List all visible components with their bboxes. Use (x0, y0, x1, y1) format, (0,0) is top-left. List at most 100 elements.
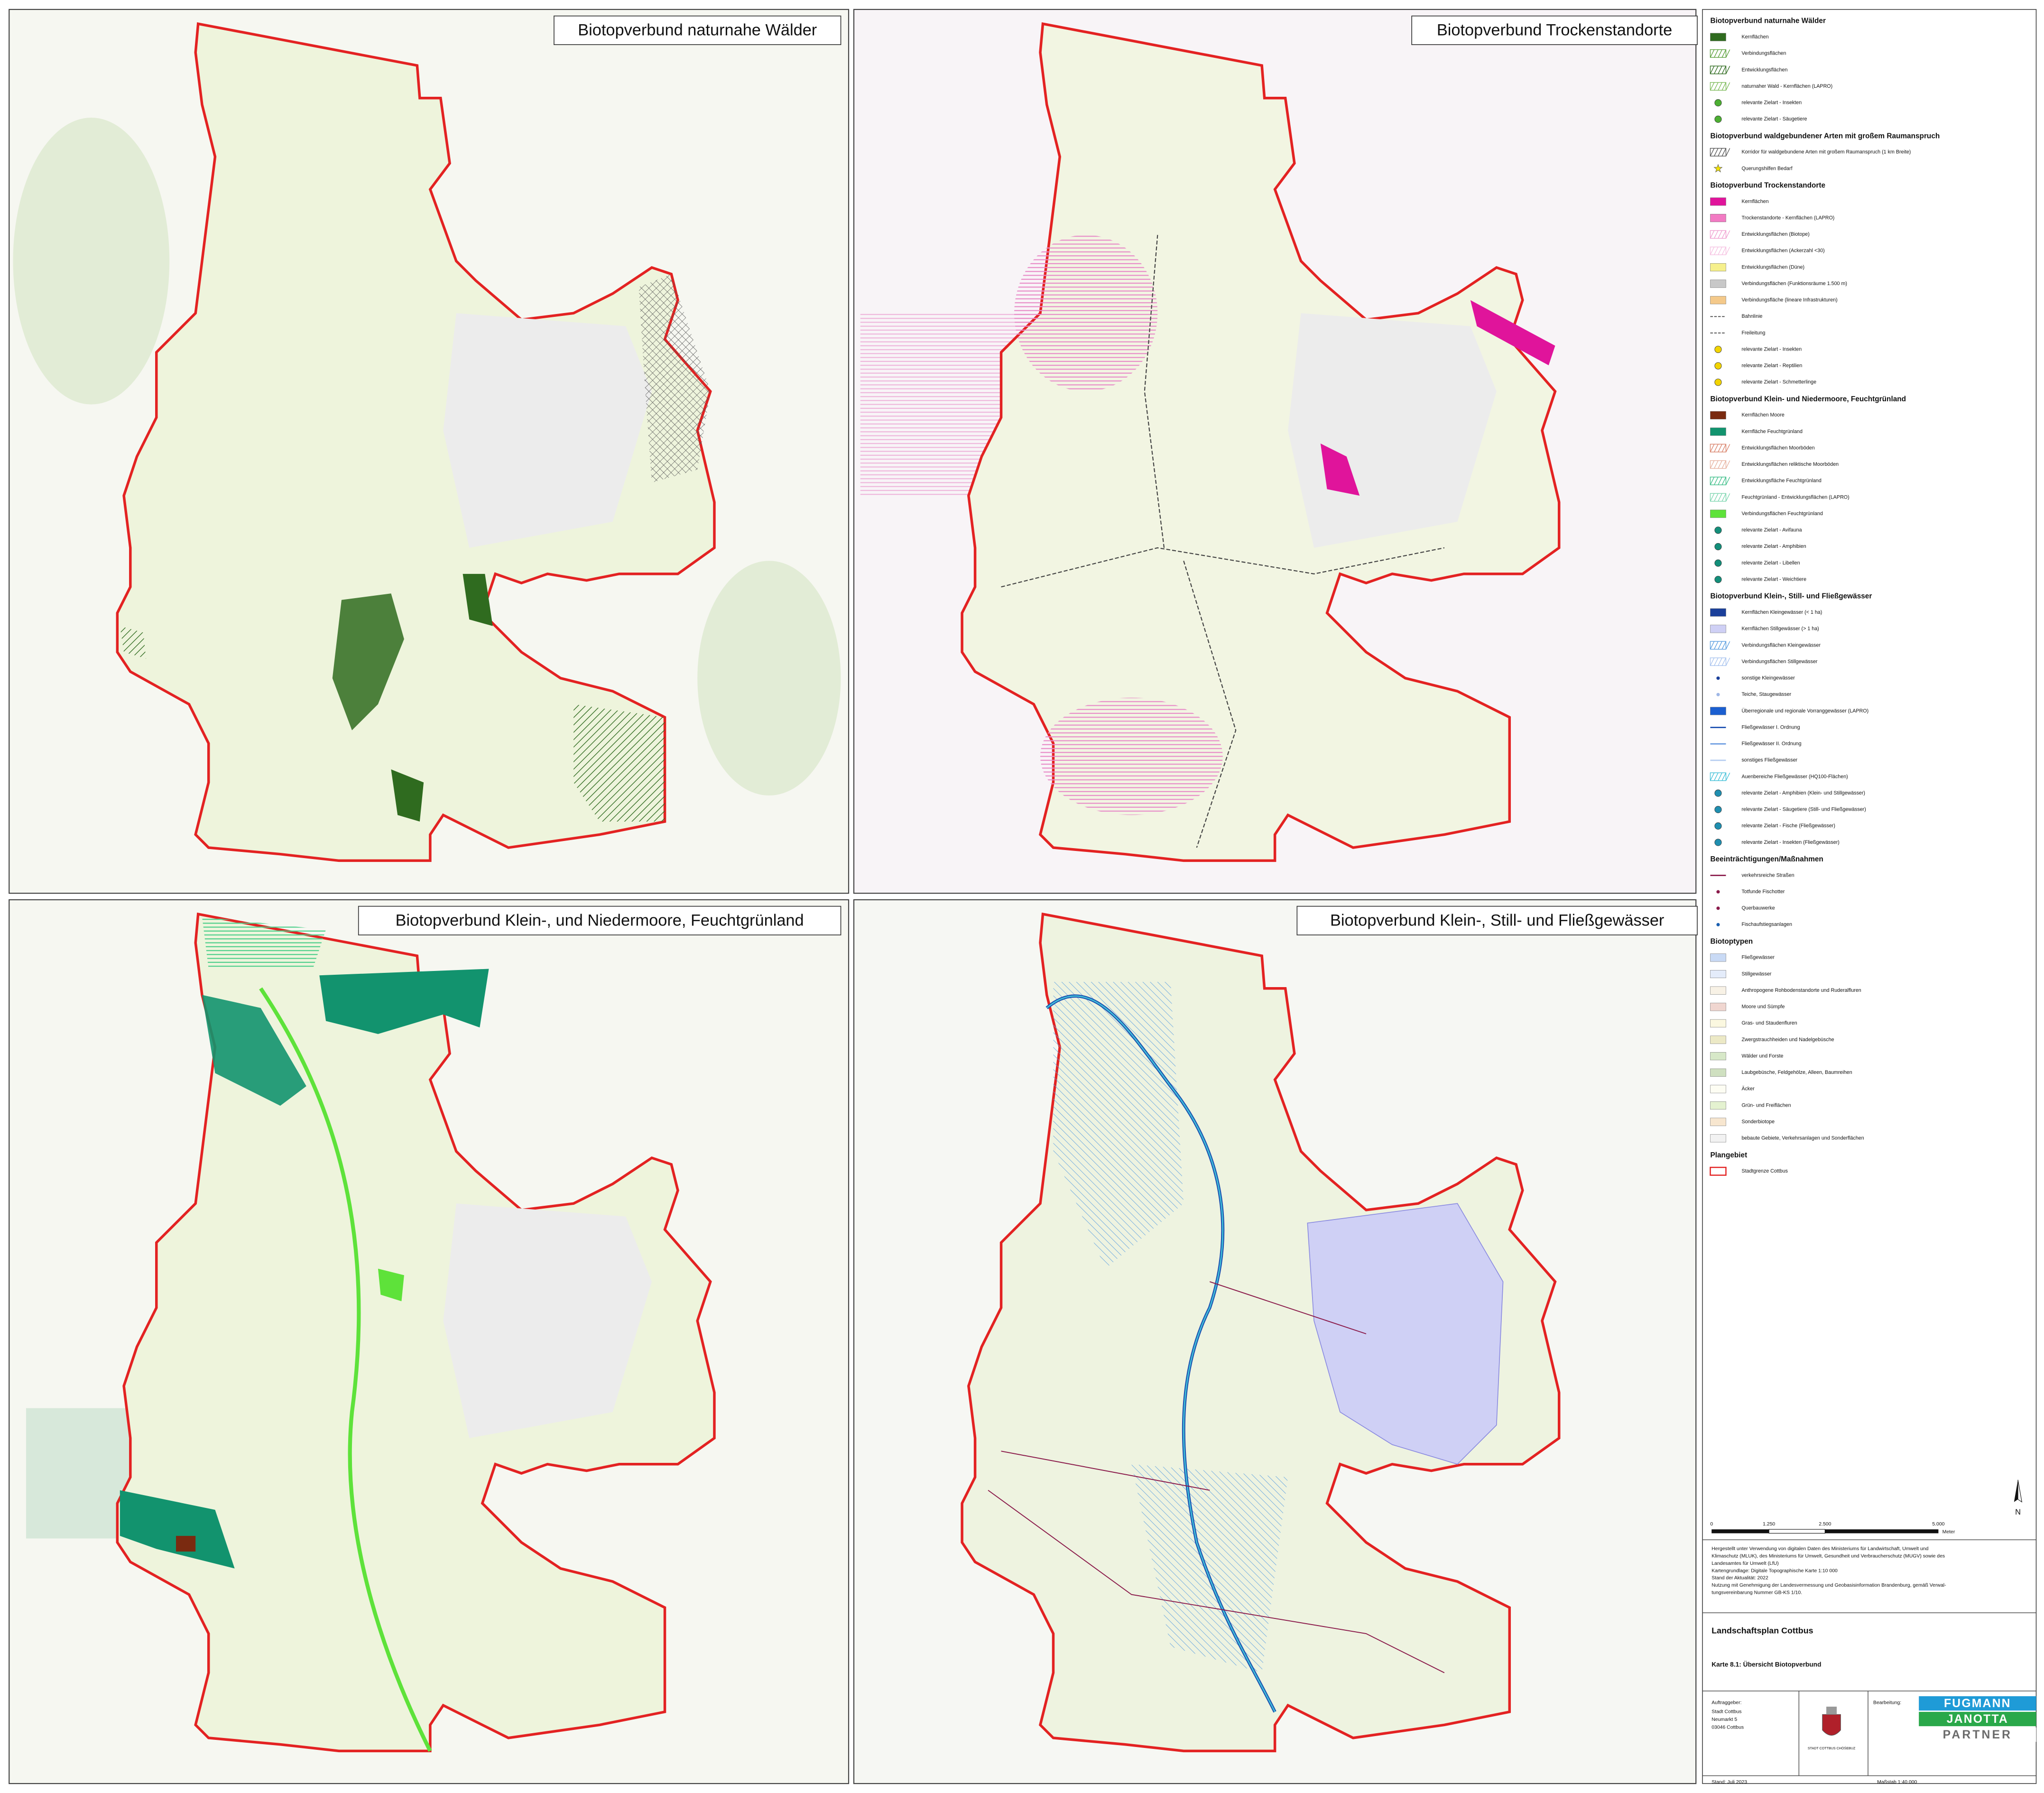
panel-title: Biotopverbund naturnahe Wälder (578, 21, 817, 39)
legend-label: Bahnlinie (1741, 314, 1762, 319)
swatch-hatch (1718, 444, 1722, 453)
legend-label: Stadtgrenze Cottbus (1741, 1168, 1788, 1174)
legend-swatch (1714, 806, 1722, 813)
legend-swatch (1710, 772, 1730, 781)
swatch-fill (1710, 427, 1726, 436)
swatch-hatch (1710, 657, 1715, 666)
moor-core (176, 1535, 196, 1552)
logo-text: PARTNER (1943, 1728, 2013, 1741)
legend-label: Verbindungsflächen Kleingewässer (1741, 642, 1821, 648)
legend-label: Querungshilfen Bedarf (1741, 166, 1792, 171)
swatch-frame (1710, 772, 1727, 781)
legend-swatch (1710, 608, 1726, 617)
legend-label: Korridor für waldgebundene Arten mit gro… (1741, 149, 1911, 155)
legend-swatch (1710, 1035, 1726, 1044)
swatch-hatch (1725, 65, 1730, 74)
swatch-hatch (1714, 247, 1719, 255)
legend-label: relevante Zielart - Fische (Fließgewässe… (1741, 823, 1835, 829)
water-connection (1131, 1464, 1288, 1673)
development-area (573, 704, 665, 822)
core-forest (332, 593, 404, 730)
swatch-icon (1714, 543, 1722, 550)
swatch-hatch (1718, 657, 1722, 666)
scale-segment (1768, 1529, 1825, 1534)
swatch-hatch (1714, 444, 1719, 453)
legend-swatch (1710, 707, 1726, 715)
legend-label: Anthropogene Rohbodenstandorte und Ruder… (1741, 988, 1861, 993)
legend-label: Überregionale und regionale Vorranggewäs… (1741, 708, 1868, 714)
legend-swatch (1710, 1134, 1726, 1143)
logo-text: FUGMANN (1944, 1697, 2011, 1710)
swatch-hatch (1721, 477, 1727, 485)
legend-swatch (1710, 509, 1726, 518)
legend-label: Verbindungsflächen Stillgewässer (1741, 659, 1817, 665)
swatch-hatch (1721, 493, 1727, 502)
map-scale: Maßstab 1:40.000 (1877, 1780, 1917, 1785)
legend-swatch (1716, 906, 1720, 910)
swatch-frame (1710, 230, 1727, 239)
legend-swatch (1714, 346, 1722, 353)
legend-label: relevante Zielart - Schmetterlinge (1741, 379, 1816, 385)
core-forest (462, 573, 493, 626)
swatch-hatch (1721, 230, 1727, 239)
legend-label: Laubgebüsche, Feldgehölze, Alleen, Baumr… (1741, 1070, 1852, 1075)
arrow (2017, 1479, 2023, 1503)
logo-bar (1919, 1696, 2036, 1711)
swatch-hatch (1710, 772, 1715, 781)
client-label: Auftraggeber: (1711, 1700, 1741, 1705)
swatch-hatch (1725, 247, 1730, 255)
swatch-hatch (1710, 82, 1715, 91)
swatch-icon (1714, 99, 1722, 107)
client-line: Stadt Cottbus (1711, 1710, 1741, 1715)
swatch-frame (1710, 493, 1727, 502)
swatch-icon (1714, 839, 1722, 846)
swatch-hatch (1718, 230, 1722, 239)
legend-label: Entwicklungsflächen (Biotope) (1741, 231, 1809, 237)
development-area (120, 626, 146, 659)
city-group (962, 24, 1559, 860)
swatch-dot (1716, 676, 1720, 680)
panel-top-left: Biotopverbund naturnahe Wälder (9, 9, 850, 894)
swatch-fill (1710, 1052, 1726, 1061)
north-arrow: N (2014, 1479, 2023, 1516)
legend-swatch (1710, 246, 1730, 255)
legend-heading: Biotopverbund naturnahe Wälder (1710, 17, 1825, 25)
legend-swatch (1710, 411, 1726, 419)
legend-swatch (1710, 476, 1730, 485)
logo-bar (1919, 1711, 2036, 1727)
legend-label: Fließgewässer II. Ordnung (1741, 741, 1801, 747)
legend-label: relevante Zielart - Reptilien (1741, 363, 1802, 369)
legend-swatch (1714, 839, 1722, 846)
swatch-hatch (1718, 82, 1722, 91)
credit-line: Kartengrundlage: Digitale Topographische… (1711, 1568, 1838, 1573)
credit-line: Hergestellt unter Verwendung von digital… (1711, 1546, 1928, 1552)
crest (1822, 1714, 1841, 1736)
date: Stand: Juli 2023 (1711, 1780, 1747, 1785)
panel-title: Biotopverbund Klein-, Still- und Fließge… (1330, 911, 1664, 929)
swatch-hatch (1725, 82, 1730, 91)
legend-heading: Beeinträchtigungen/Maßnahmen (1710, 855, 1823, 863)
swatch-fill (1710, 279, 1726, 288)
legend-label: Wälder und Forste (1741, 1053, 1783, 1059)
swatch-star (1713, 164, 1723, 173)
swatch-icon (1714, 379, 1722, 386)
legend-label: Verbindungsflächen Feuchtgrünland (1741, 511, 1822, 517)
legend-swatch (1714, 576, 1722, 583)
swatch-hatch (1725, 230, 1730, 239)
legend-swatch (1710, 970, 1726, 979)
city-group (962, 914, 1559, 1751)
swatch-hatch (1710, 148, 1715, 157)
legend-frame (1702, 9, 2037, 1784)
legend-label: bebaute Gebiete, Verkehrsanlagen und Son… (1741, 1136, 1864, 1141)
swatch-hatch (1718, 65, 1722, 74)
legend-heading: Biotopverbund Trockenstandorte (1710, 182, 1825, 190)
sheet-subtitle: Karte 8.1: Übersicht Biotopverbund (1711, 1661, 1821, 1668)
swatch-hatch (1718, 772, 1722, 781)
legend-swatch (1710, 657, 1730, 666)
panel-title: Biotopverbund Klein-, und Niedermoore, F… (396, 911, 804, 929)
legend-swatch (1710, 1052, 1726, 1061)
legend-label: Gras- und Staudenfluren (1741, 1020, 1797, 1026)
swatch-fill (1710, 1085, 1726, 1093)
legend-swatch (1710, 1101, 1726, 1110)
